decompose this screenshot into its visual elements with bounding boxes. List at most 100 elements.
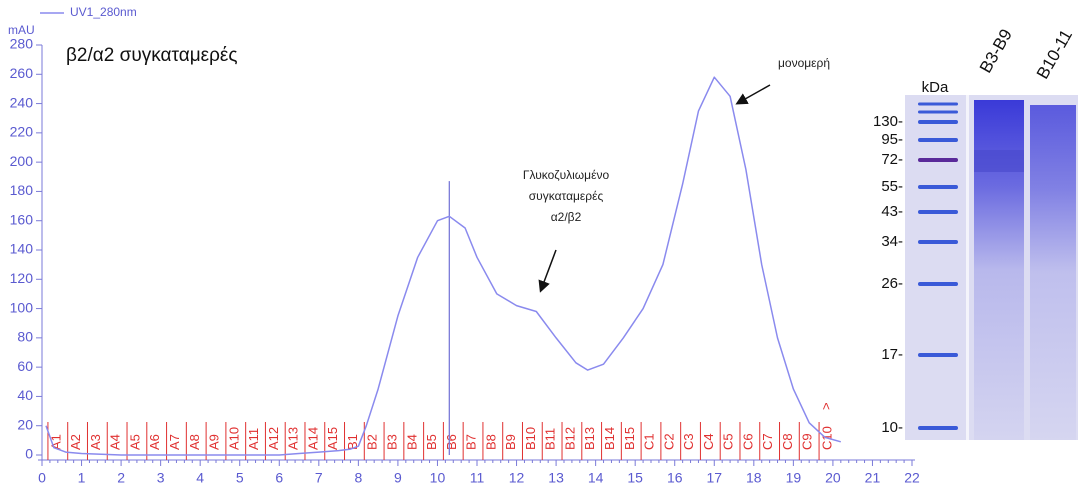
fraction-label: A6: [147, 434, 162, 450]
gel-divider: [966, 95, 969, 440]
fraction-label: B15: [622, 427, 637, 450]
y-tick-label: 180: [10, 182, 34, 198]
ladder-band: [918, 353, 958, 357]
annotation: συγκαταμερές: [529, 189, 604, 203]
x-tick-label: 5: [236, 470, 244, 486]
ladder-label: 10-: [881, 419, 903, 436]
fraction-label: B8: [483, 434, 498, 450]
chromatogram-figure: mAU UV1_280nm β2/α2 συγκαταμερές μονομερ…: [0, 0, 1078, 492]
fraction-label: A4: [108, 434, 123, 450]
chart-title: β2/α2 συγκαταμερές: [66, 45, 238, 66]
ladder-band: [918, 240, 958, 244]
fraction-label: A9: [207, 434, 222, 450]
ladder-label: 72-: [881, 151, 903, 168]
y-tick-label: 20: [17, 416, 33, 432]
fraction-label: B12: [562, 427, 577, 450]
x-tick-label: 7: [315, 470, 323, 486]
ladder-label: 95-: [881, 131, 903, 148]
ladder-band: [918, 282, 958, 286]
fraction-label: B11: [543, 428, 558, 450]
y-tick-label: 280: [10, 36, 34, 52]
fraction-label: C2: [661, 433, 676, 450]
fraction-label: A11: [246, 428, 261, 450]
fraction-label: A3: [88, 434, 103, 450]
fraction-label: B6: [444, 434, 459, 450]
fraction-label: A12: [266, 427, 281, 450]
x-tick-label: 22: [904, 470, 920, 486]
ladder-band: [918, 185, 958, 189]
fraction-end-label: >: [819, 402, 834, 410]
x-tick-label: 19: [786, 470, 802, 486]
y-tick-label: 60: [17, 358, 33, 374]
fraction-label: C1: [642, 433, 657, 450]
gel-band: [974, 150, 1024, 172]
fraction-label: B2: [365, 434, 380, 450]
fraction-label: C9: [800, 433, 815, 450]
annotation-arrow: [541, 250, 556, 290]
x-tick-label: 20: [825, 470, 841, 486]
y-tick-label: 40: [17, 387, 33, 403]
fraction-label: B9: [503, 434, 518, 450]
y-tick-label: 100: [10, 299, 34, 315]
ladder-band: [918, 426, 958, 430]
ladder-band: [918, 103, 958, 106]
annotation-arrow: [738, 85, 770, 103]
fraction-label: A15: [325, 427, 340, 450]
x-tick-label: 2: [117, 470, 125, 486]
y-tick-label: 220: [10, 124, 34, 140]
legend-label: UV1_280nm: [70, 5, 137, 19]
fraction-label: C6: [740, 433, 755, 450]
x-tick-label: 4: [196, 470, 204, 486]
uv-trace: [46, 77, 841, 455]
x-tick-label: 14: [588, 470, 604, 486]
gel-unit-label: kDa: [922, 79, 949, 96]
y-tick-label: 260: [10, 65, 34, 81]
annotation: μονομερή: [778, 56, 830, 70]
fraction-label: B3: [385, 434, 400, 450]
lane-label: B3-B9: [976, 26, 1016, 76]
fraction-label: A2: [68, 434, 83, 450]
x-tick-label: 13: [548, 470, 564, 486]
y-tick-label: 240: [10, 94, 34, 110]
x-tick-label: 12: [509, 470, 525, 486]
x-tick-label: 11: [470, 470, 485, 486]
fraction-label: C3: [681, 433, 696, 450]
x-tick-label: 17: [706, 470, 722, 486]
ladder-label: 55-: [881, 178, 903, 195]
annotation: Γλυκοζυλιωμένο: [523, 168, 610, 182]
fraction-label: A10: [226, 427, 241, 450]
gel-image: [905, 95, 1078, 440]
y-tick-label: 0: [25, 446, 33, 462]
y-tick-label: 160: [10, 211, 34, 227]
fraction-label: B4: [404, 434, 419, 450]
ladder-label: 130-: [873, 113, 903, 130]
fraction-label: B14: [602, 427, 617, 450]
fraction-label: C7: [760, 433, 775, 450]
ladder-label: 17-: [881, 346, 903, 363]
x-tick-label: 18: [746, 470, 762, 486]
fraction-label: B13: [582, 427, 597, 450]
fraction-label: A7: [167, 434, 182, 450]
y-tick-label: 200: [10, 153, 34, 169]
annotation: α2/β2: [551, 210, 582, 224]
fraction-label: A8: [187, 434, 202, 450]
ladder-band: [918, 158, 958, 162]
x-tick-label: 15: [627, 470, 643, 486]
x-tick-label: 3: [157, 470, 165, 486]
fraction-label: B10: [523, 427, 538, 450]
x-tick-label: 16: [667, 470, 683, 486]
x-tick-label: 6: [275, 470, 283, 486]
ladder-label: 26-: [881, 275, 903, 292]
ladder-band: [918, 210, 958, 214]
ladder-band: [918, 111, 958, 114]
x-tick-label: 9: [394, 470, 402, 486]
fraction-label: B7: [464, 434, 479, 450]
fraction-label: C4: [701, 433, 716, 450]
ladder-label: 34-: [881, 233, 903, 250]
ladder-band: [918, 138, 958, 142]
lane-label: B10-11: [1033, 26, 1076, 82]
x-tick-label: 8: [354, 470, 362, 486]
x-tick-label: 1: [78, 470, 86, 486]
x-tick-label: 10: [430, 470, 446, 486]
y-tick-label: 80: [17, 329, 33, 345]
